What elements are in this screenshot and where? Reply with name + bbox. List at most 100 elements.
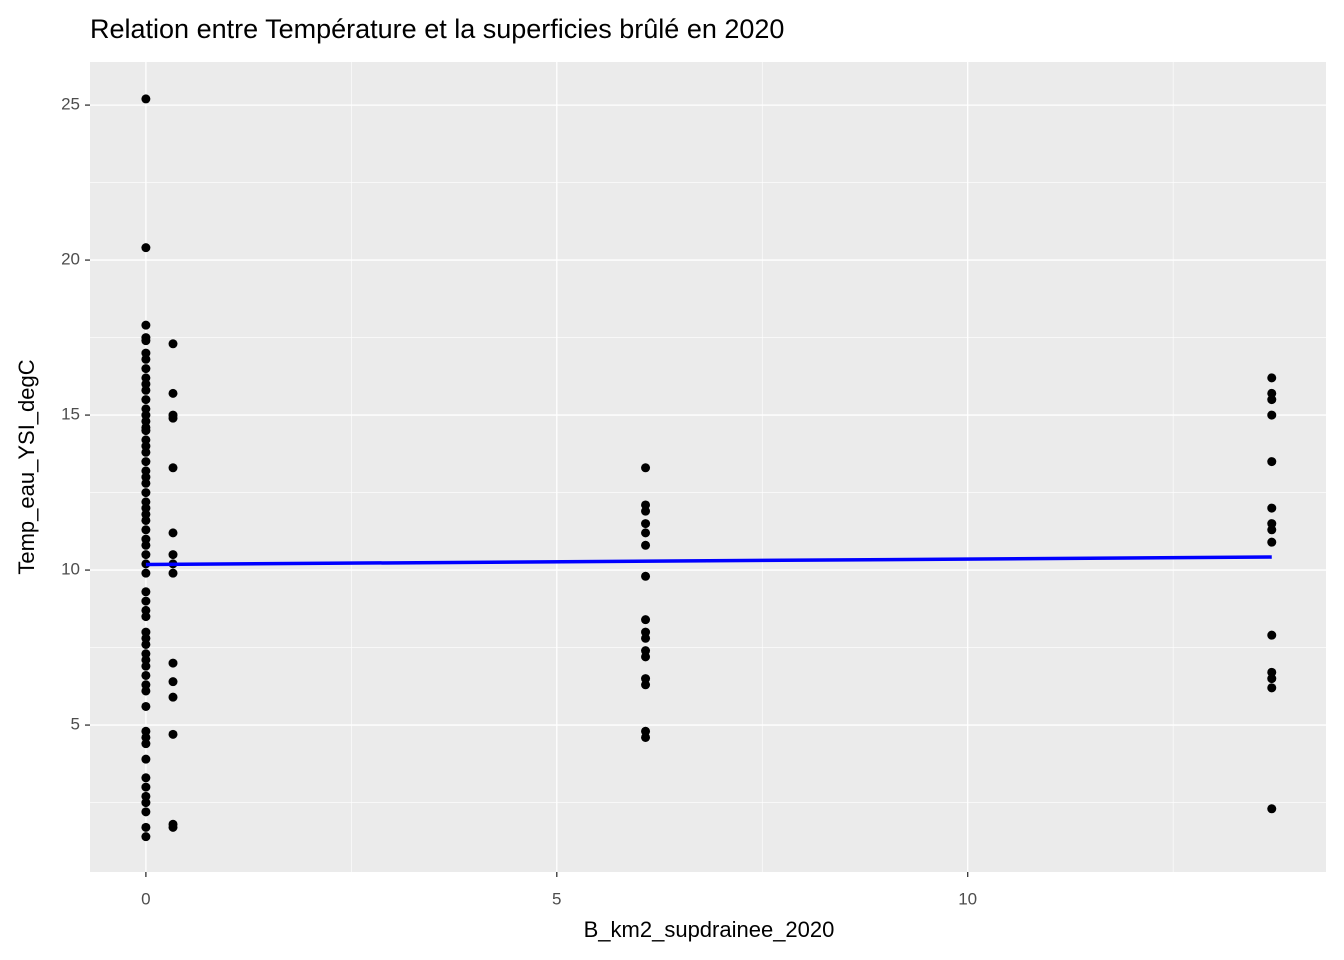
data-point [141,395,151,405]
chart-title: Relation entre Température et la superfi… [90,14,784,44]
data-point [141,515,151,525]
data-point [141,773,151,783]
data-point [141,726,151,736]
data-point [168,692,178,702]
data-point [141,472,151,482]
data-point [641,571,651,581]
data-point [141,798,151,808]
data-point [641,500,651,510]
data-point [141,497,151,507]
data-point [641,680,651,690]
data-point [168,568,178,578]
data-point [141,410,151,420]
x-tick-label: 10 [958,889,977,908]
data-point [141,832,151,842]
data-point [141,782,151,792]
data-point [141,686,151,696]
data-point [1267,525,1277,535]
data-point [1267,537,1277,547]
data-point [141,661,151,671]
data-point [141,649,151,659]
data-point [141,670,151,680]
data-point [141,478,151,488]
data-point [641,652,651,662]
x-tick-label: 0 [141,889,150,908]
data-point [141,457,151,467]
data-point [141,550,151,560]
data-point [641,528,651,538]
data-point [1267,457,1277,467]
y-tick-label: 25 [61,95,80,114]
data-point [141,509,151,519]
data-point [168,729,178,739]
data-point [141,354,151,364]
data-point [168,822,178,832]
data-point [141,435,151,445]
data-point [141,739,151,749]
data-point [641,540,651,550]
data-point [141,426,151,436]
data-point [141,466,151,476]
y-tick-label: 20 [61,250,80,269]
data-point [141,348,151,358]
data-point [641,519,651,529]
data-point [1267,388,1277,398]
data-point [141,639,151,649]
data-point [641,463,651,473]
data-point [1267,667,1277,677]
data-point [141,336,151,346]
data-point [141,503,151,513]
data-point [1267,395,1277,405]
data-point [141,587,151,597]
data-point [141,791,151,801]
data-point [141,596,151,606]
data-point [141,732,151,742]
y-tick-label: 10 [61,560,80,579]
data-point [168,463,178,473]
data-point [641,627,651,637]
data-point [168,658,178,668]
data-point [641,674,651,684]
data-point [141,540,151,550]
data-point [141,94,151,104]
data-point [1267,519,1277,529]
data-point [141,488,151,498]
data-point [1267,373,1277,383]
data-point [141,655,151,665]
trend-line [145,555,1272,567]
data-point [1267,683,1277,693]
data-point [1267,674,1277,684]
data-point [141,525,151,535]
data-point [641,646,651,656]
data-point [141,807,151,817]
data-point [141,701,151,711]
data-point [641,633,651,643]
data-point [1267,630,1277,640]
data-point [168,339,178,349]
data-point [141,605,151,615]
plot-panel [90,62,1326,872]
data-point [641,615,651,625]
data-point [141,612,151,622]
data-point [141,822,151,832]
data-point [168,413,178,423]
data-point [141,627,151,637]
data-point [141,680,151,690]
data-point [141,373,151,383]
data-point [141,441,151,451]
data-point [141,568,151,578]
data-point [141,447,151,457]
data-point [141,320,151,330]
y-axis-title: Temp_eau_YSI_degC [14,359,39,574]
x-tick-label: 5 [552,889,561,908]
data-point [1267,503,1277,513]
y-tick-label: 15 [61,405,80,424]
data-point [641,506,651,516]
data-point [1267,410,1277,420]
data-point [141,385,151,395]
data-point [141,404,151,414]
data-point [641,726,651,736]
data-point [168,528,178,538]
data-point [141,534,151,544]
